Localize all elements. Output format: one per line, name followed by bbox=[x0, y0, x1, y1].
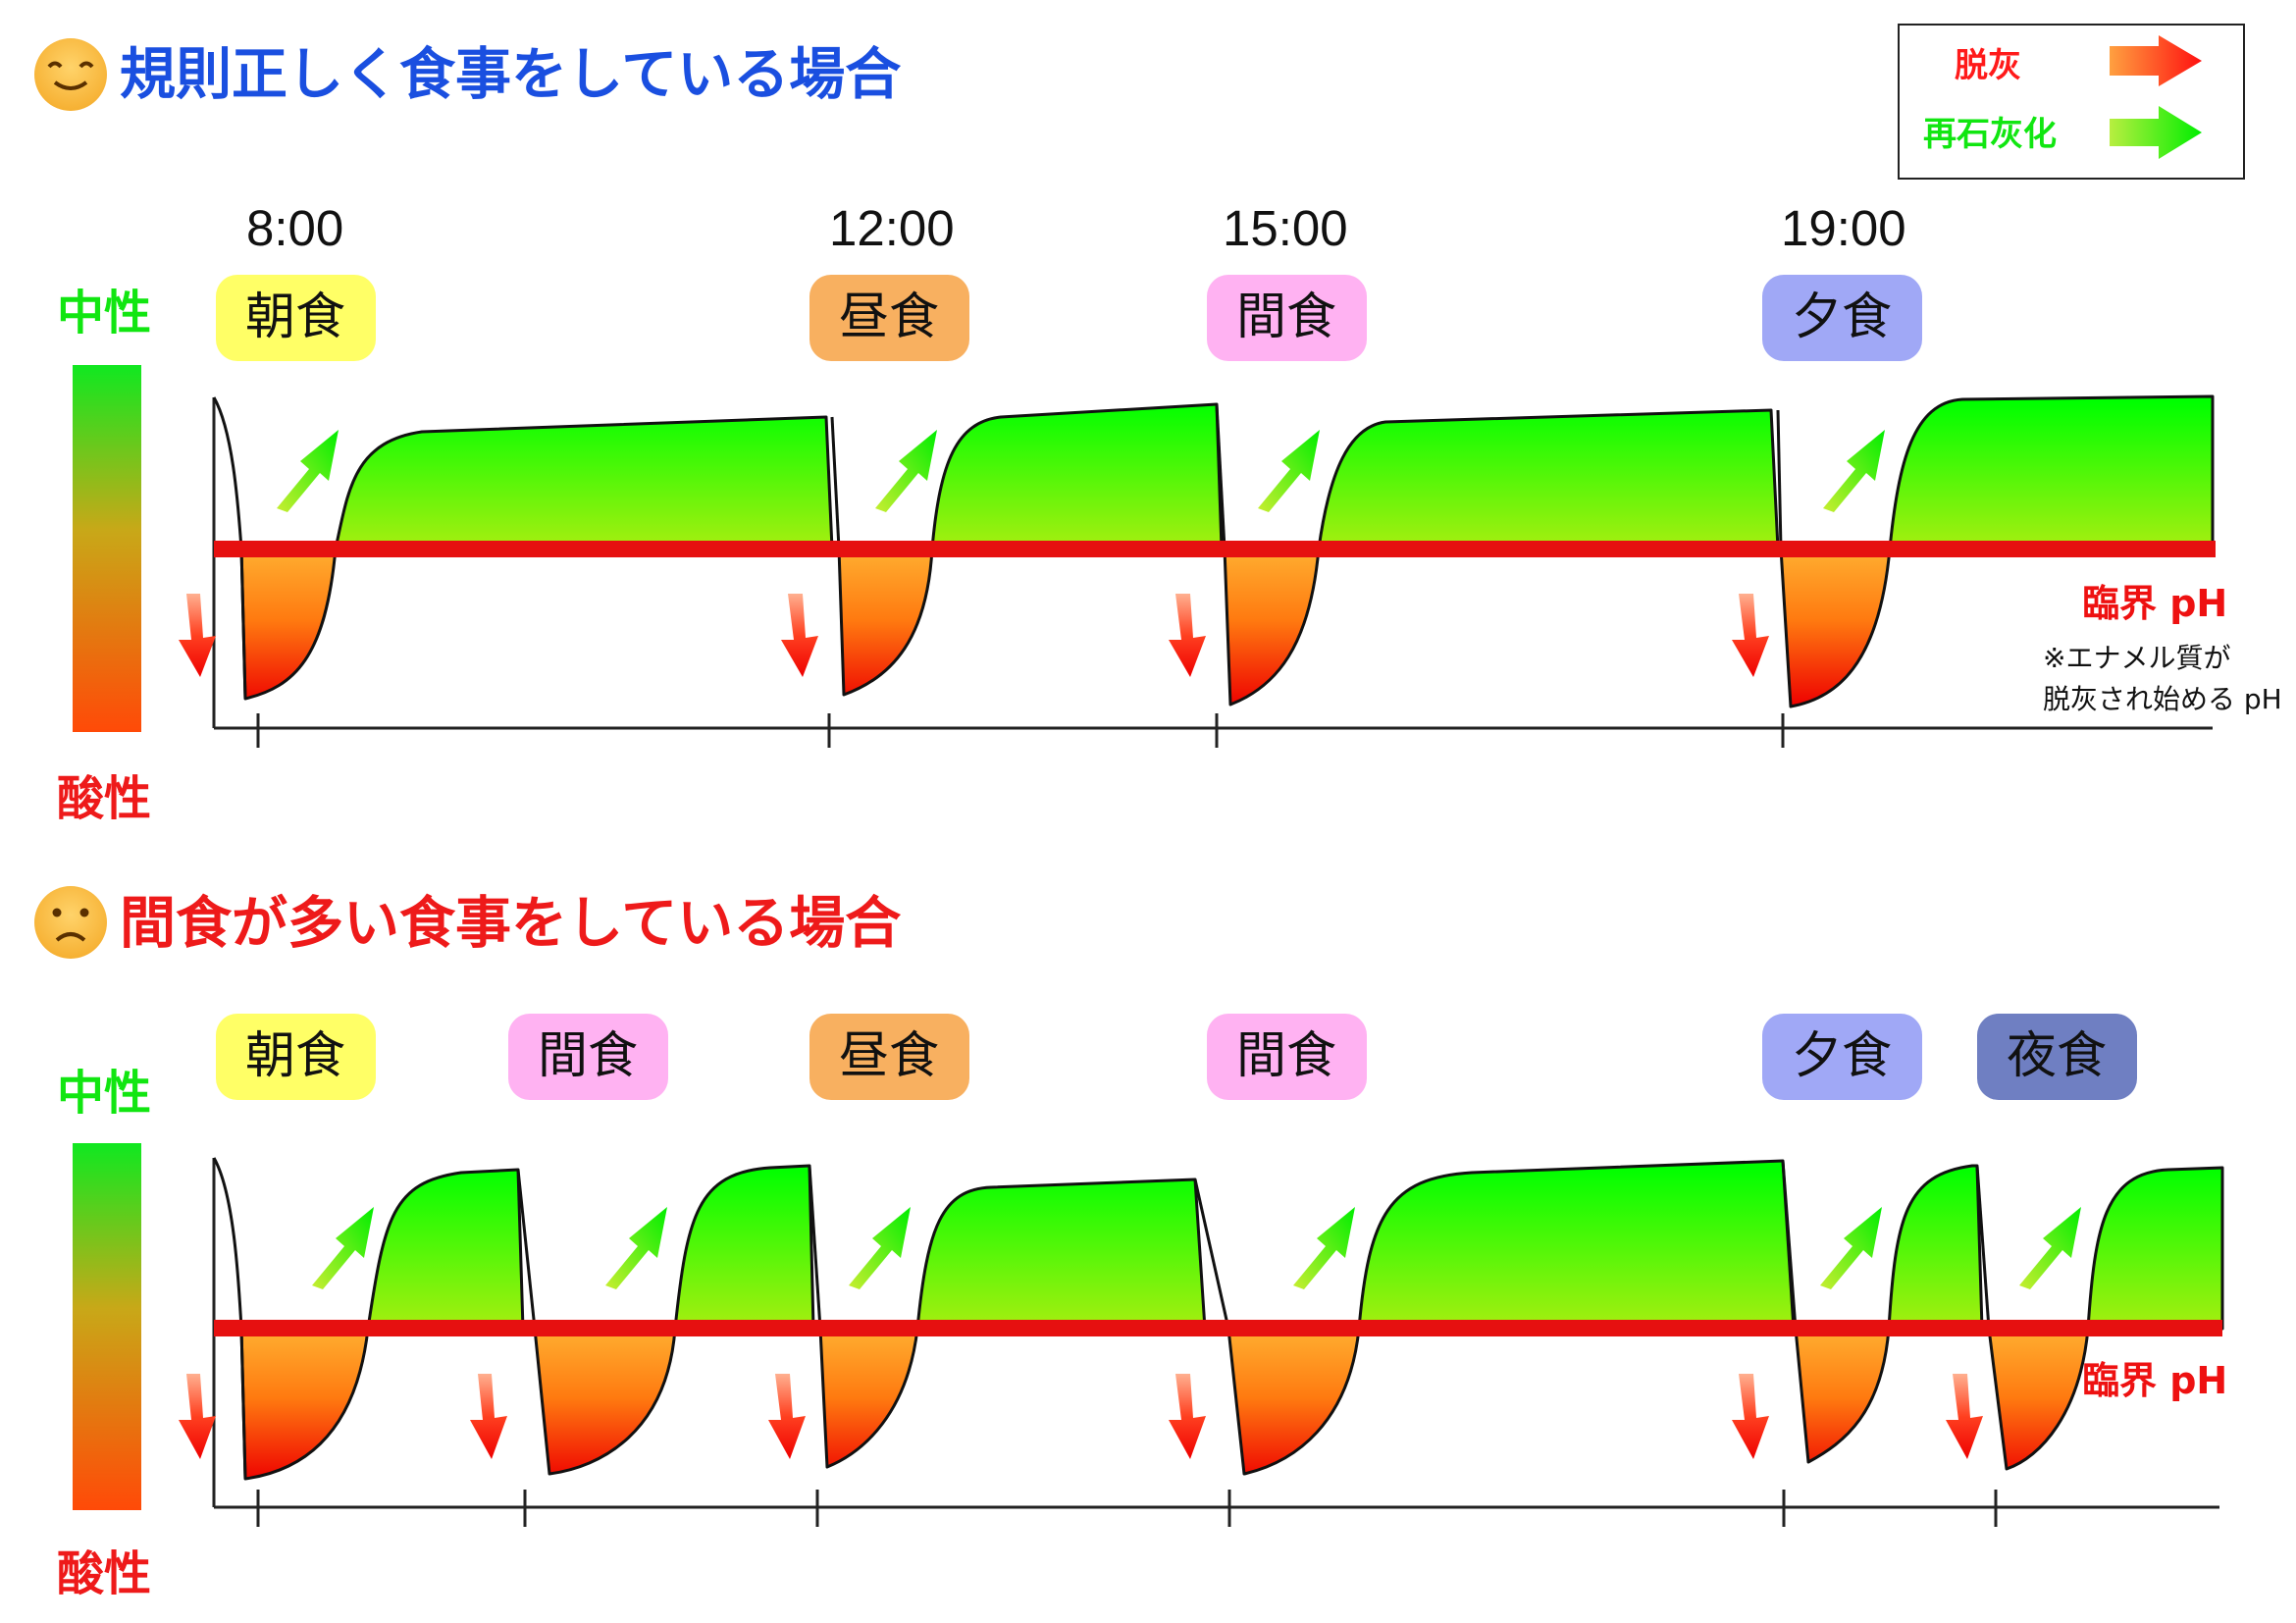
neutral-label: 中性 bbox=[57, 1066, 151, 1121]
ph-scale-bar bbox=[73, 365, 141, 732]
remin-arrow-icon bbox=[312, 1207, 2081, 1289]
critical-ph-line bbox=[214, 1320, 2222, 1336]
ph-curve-upper bbox=[366, 1159, 2224, 1331]
ph-curve-upper bbox=[334, 394, 2215, 550]
legend-remin-arrow-icon bbox=[2110, 106, 2202, 159]
acidic-label: 酸性 bbox=[57, 771, 151, 826]
meal-label: 夕食 bbox=[1792, 288, 1892, 346]
time-label: 8:00 bbox=[246, 200, 343, 256]
neutral-label: 中性 bbox=[57, 286, 151, 340]
legend-remin-label: 再石灰化 bbox=[1923, 115, 2057, 154]
x-axis-ticks bbox=[256, 713, 1785, 748]
meal-badge-lunch: 昼食 bbox=[809, 1014, 969, 1100]
meal-label: 間食 bbox=[1236, 288, 1336, 346]
meal-label: 昼食 bbox=[839, 288, 939, 346]
meal-label: 間食 bbox=[1236, 1027, 1336, 1085]
meal-label: 朝食 bbox=[245, 1027, 345, 1085]
ph-curve-drops bbox=[830, 403, 1783, 550]
demin-arrow-icon bbox=[179, 1374, 1983, 1459]
meal-label: 昼食 bbox=[839, 1027, 939, 1085]
x-axis-ticks bbox=[256, 1490, 1998, 1527]
meal-badge-snack: 間食 bbox=[1207, 1014, 1367, 1100]
legend-demin-arrow-icon bbox=[2110, 35, 2202, 86]
chart-title: 規則正しく食事をしている場合 bbox=[120, 42, 901, 107]
critical-ph-label: 臨界 pH bbox=[2082, 582, 2227, 625]
critical-ph-note-line1: ※エナメル質が bbox=[2043, 642, 2230, 674]
meal-label: 夜食 bbox=[2007, 1027, 2107, 1085]
ph-curve-start bbox=[212, 1157, 247, 1480]
chart-frequent-snacks: 間食が多い食事をしている場合 中性 酸性 朝食 間食 昼食 間食 夕食 夜食 bbox=[34, 886, 2227, 1601]
ph-curve-drops bbox=[516, 1160, 1991, 1330]
meal-badge-late-night: 夜食 bbox=[1977, 1014, 2137, 1100]
meal-label: 夕食 bbox=[1792, 1027, 1892, 1085]
meal-badge-dinner: 夕食 bbox=[1762, 275, 1922, 361]
meal-badge-dinner: 夕食 bbox=[1762, 1014, 1922, 1100]
meal-badge-snack: 間食 bbox=[1207, 275, 1367, 361]
critical-ph-label: 臨界 pH bbox=[2082, 1359, 2227, 1402]
legend-demin-label: 脱灰 bbox=[1955, 46, 2021, 85]
smile-face-icon bbox=[34, 38, 107, 111]
ph-curve-lower bbox=[239, 547, 1892, 708]
chart-regular: 規則正しく食事をしている場合 中性 酸性 8:00 12:00 15:00 19… bbox=[34, 38, 2282, 826]
critical-ph-line bbox=[214, 541, 2216, 557]
chart-title: 間食が多い食事をしている場合 bbox=[120, 891, 901, 956]
meal-label: 朝食 bbox=[245, 288, 345, 346]
ph-curve-lower bbox=[239, 1327, 2090, 1481]
meal-badge-snack: 間食 bbox=[508, 1014, 668, 1100]
time-label: 19:00 bbox=[1781, 200, 1906, 256]
time-label: 12:00 bbox=[829, 200, 955, 256]
demin-arrow-icon bbox=[179, 594, 1769, 677]
meal-badge-lunch: 昼食 bbox=[809, 275, 969, 361]
legend: 脱灰 再石灰化 bbox=[1898, 24, 2245, 180]
meal-badge-breakfast: 朝食 bbox=[216, 275, 376, 361]
critical-ph-note-line2: 脱灰され始める pH bbox=[2043, 683, 2282, 715]
acidic-label: 酸性 bbox=[57, 1546, 151, 1601]
ph-scale-bar bbox=[73, 1143, 141, 1510]
time-label: 15:00 bbox=[1223, 200, 1348, 256]
frown-face-icon bbox=[34, 886, 107, 959]
meal-badge-breakfast: 朝食 bbox=[216, 1014, 376, 1100]
remin-arrow-icon bbox=[277, 430, 1885, 512]
meal-label: 間食 bbox=[538, 1027, 638, 1085]
legend-box bbox=[1898, 24, 2245, 180]
